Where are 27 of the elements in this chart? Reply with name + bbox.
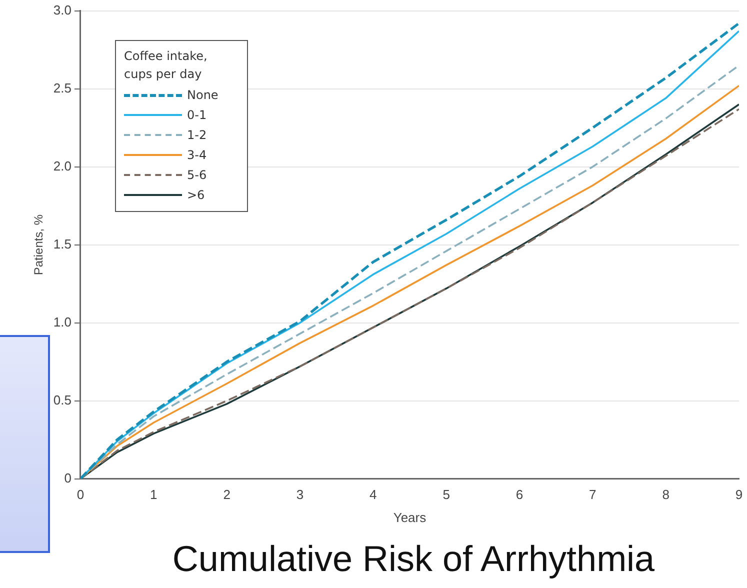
y-tick-label: 2.0 bbox=[53, 158, 72, 174]
x-tick-label: 8 bbox=[662, 487, 670, 502]
legend-label: 1-2 bbox=[187, 127, 207, 144]
legend-label: None bbox=[187, 87, 218, 104]
x-tick-label: 3 bbox=[296, 487, 304, 502]
legend-label: 5-6 bbox=[187, 167, 207, 184]
x-tick-label: 0 bbox=[76, 487, 84, 502]
y-tick-label: 0 bbox=[64, 470, 72, 486]
legend-label: 0-1 bbox=[187, 107, 207, 124]
legend-label: >6 bbox=[187, 187, 205, 204]
x-tick-label: 6 bbox=[516, 487, 524, 502]
text: Cumulative Risk of Arrhythmia bbox=[171, 538, 656, 580]
x-tick-label: 7 bbox=[589, 487, 596, 502]
legend-title: Coffee intake, cups per day bbox=[124, 48, 208, 83]
x-tick-label: 4 bbox=[370, 487, 377, 502]
y-tick-label: 3.0 bbox=[53, 2, 72, 18]
x-axis-title: Years bbox=[393, 510, 427, 525]
y-tick-label: 1.5 bbox=[53, 236, 72, 252]
y-tick-label: 2.5 bbox=[53, 80, 72, 96]
y-tick-label: 0.5 bbox=[53, 392, 72, 408]
x-tick-label: 9 bbox=[735, 487, 743, 502]
y-tick-label: 1.0 bbox=[53, 314, 72, 330]
y-axis-title: Patients, % bbox=[32, 214, 46, 276]
x-tick-label: 1 bbox=[150, 487, 158, 502]
x-tick-label: 5 bbox=[442, 487, 450, 502]
x-tick-label: 2 bbox=[223, 487, 230, 502]
legend-label: 3-4 bbox=[187, 147, 207, 164]
